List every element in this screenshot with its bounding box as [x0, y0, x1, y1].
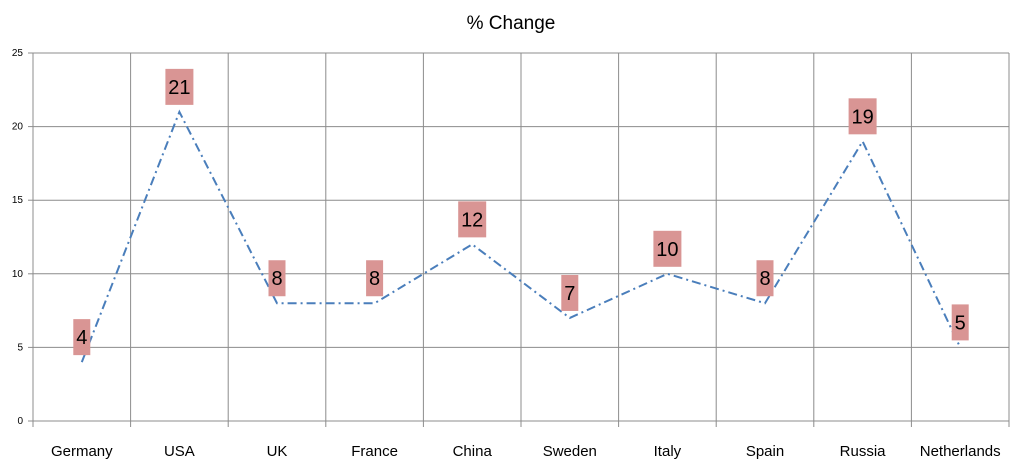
- x-tick-label: Netherlands: [920, 443, 1001, 460]
- data-label-value: 12: [461, 209, 483, 231]
- data-label-value: 19: [851, 106, 873, 128]
- data-label-value: 5: [955, 312, 966, 334]
- data-label-value: 10: [656, 239, 678, 261]
- data-label-background: [458, 201, 487, 238]
- data-label-background: [561, 274, 579, 311]
- x-tick-label: Italy: [654, 443, 682, 460]
- data-label-value: 8: [759, 268, 770, 290]
- grid-lines: [32, 52, 1010, 422]
- data-label-background: [653, 230, 682, 267]
- data-label-background: [848, 98, 877, 135]
- data-label-value: 8: [271, 268, 282, 290]
- x-tick-label: UK: [267, 443, 288, 460]
- data-label: 8: [366, 260, 384, 297]
- data-labels: 4 21 8 8 12 7 10 8 19 5: [73, 68, 969, 356]
- x-tick-label: Russia: [840, 443, 887, 460]
- y-tick-label: 5: [17, 342, 23, 353]
- data-label-value: 8: [369, 268, 380, 290]
- data-label: 10: [653, 230, 682, 267]
- data-label-value: 7: [564, 283, 575, 305]
- data-label: 7: [561, 274, 579, 311]
- data-label-value: 4: [76, 327, 87, 349]
- data-label: 5: [951, 304, 969, 341]
- data-label: 12: [458, 201, 487, 238]
- y-tick-label: 20: [12, 122, 24, 133]
- x-tick-label: Spain: [746, 443, 784, 460]
- data-label-background: [268, 260, 286, 297]
- axes: 0 5 10 15 20 25 Germany USA UK France China Sweden I…: [12, 48, 1010, 460]
- y-tick-label: 15: [12, 195, 24, 206]
- data-label-background: [73, 319, 91, 356]
- data-label: 8: [268, 260, 286, 297]
- x-tick-label: Sweden: [543, 443, 597, 460]
- y-tick-label: 0: [17, 416, 23, 427]
- x-tick-label: France: [351, 443, 398, 460]
- data-label-background: [165, 68, 194, 105]
- data-label-value: 21: [168, 77, 190, 99]
- data-label-background: [951, 304, 969, 341]
- x-tick-label: Germany: [51, 443, 113, 460]
- x-tick-label: China: [453, 443, 493, 460]
- data-label: 19: [848, 98, 877, 135]
- y-tick-label: 25: [12, 48, 24, 59]
- chart-title: % Change: [467, 13, 556, 34]
- data-label-background: [366, 260, 384, 297]
- data-label: 4: [73, 319, 91, 356]
- data-label: 8: [756, 260, 774, 297]
- data-label-background: [756, 260, 774, 297]
- x-tick-label: USA: [164, 443, 195, 460]
- data-label: 21: [165, 68, 194, 105]
- y-tick-label: 10: [12, 269, 24, 280]
